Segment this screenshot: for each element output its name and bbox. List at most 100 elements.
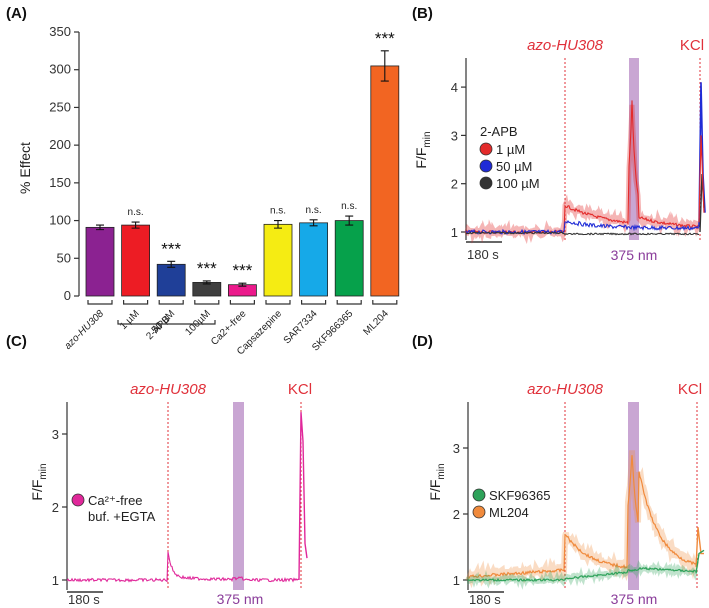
panel-a-category-label: 1 µM [118,308,142,332]
panel-a-y-tick-label: 250 [49,99,71,114]
panel-b-y-tick-label: 4 [451,80,458,95]
panel-b-legend-marker-1 [479,142,493,156]
panel-a-category-bracket [265,300,291,305]
panel-a-error-bar [238,282,247,287]
panel-b-stimulus-2-label: KCl [680,37,704,54]
panel-a-error-bar [96,224,104,231]
panel-a-error-bar [380,50,389,82]
panel-d-y-tick-label: 2 [453,507,460,522]
panel-a-error-bar [202,280,211,285]
panel-c-y-axis-label: F/Fmin [29,463,49,500]
panel-c-stimulus-1-label: azo-HU308 [130,381,207,398]
panel-a-significance-label: *** [375,29,395,48]
panel-d-light-label: 375 nm [611,591,658,607]
panel-c-legend: Ca²⁺-free buf. +EGTA [71,493,156,524]
panel-b-label: (B) [412,5,433,22]
panel-d-stimulus-1-label: azo-HU308 [527,381,604,398]
panel-c-y-tick-label: 2 [52,500,59,515]
panel-a-bar [299,222,329,297]
panel-a-category-bracket [158,300,184,305]
panel-a-significance-label: *** [232,261,252,280]
panel-b-y-axis-label: F/Fmin [413,131,433,168]
panel-a-category-labels: azo-HU308 1 µM 50 µM 100µMCa2+-freeCapsazep… [63,308,392,357]
panel-a-category-label: azo-HU308 [63,308,107,352]
panel-d-y-tick-label: 1 [453,573,460,588]
panel-a-y-tick-label: 300 [49,62,71,77]
panel-b-y-tick-label: 1 [451,225,458,240]
panel-a-significance-labels: n.s. *** *** *** n.s. n.s. n.s. *** [128,29,396,280]
panel-d-ylabel-main: F/F [427,480,443,501]
panel-a-significance-label: n.s. [306,205,322,216]
panel-a-bar [263,223,293,297]
panel-c-legend-label-1b: buf. +EGTA [88,509,156,524]
panel-a-significance-label: n.s. [341,201,357,212]
panel-c-legend-label-1a: Ca²⁺-free [88,493,143,508]
panel-a-category-bracket [372,300,398,305]
panel-a-significance-label: *** [197,259,217,278]
panel-d-y-axis-label: F/Fmin [427,463,447,500]
panel-c-y-ticks: 1 2 3 [52,427,67,588]
panel-c: (C) F/Fmin 1 2 3 azo-HU308 KCl 375 nm 180 … [6,333,312,607]
panel-b-legend: 2-APB 1 µM 50 µM 100 µM [479,124,540,191]
panel-b-legend-label-3: 100 µM [496,176,540,191]
panel-c-stimulus-2-label: KCl [288,381,312,398]
panel-a-category-bracket [194,300,220,305]
panel-d-trace-skf-band [466,560,698,590]
panel-a-y-tick-label: 0 [64,288,71,303]
panel-d-legend-label-1: SKF96365 [489,488,550,503]
panel-c-light-band [233,402,244,590]
panel-b-ylabel-sub: min [422,131,433,147]
panel-d-legend-marker-2 [472,505,486,519]
panel-b-legend-title: 2-APB [480,124,518,139]
panel-b-stimulus-1-label: azo-HU308 [527,37,604,54]
panel-b-legend-label-2: 50 µM [496,159,532,174]
panel-c-light-label: 375 nm [217,591,264,607]
panel-a-category-label: 100µM [183,308,213,338]
panel-a-bar [121,224,150,297]
panel-d-label: (D) [412,333,433,350]
panel-d-y-tick-label: 3 [453,441,460,456]
panel-a-bar [85,226,115,297]
panel-d-trace-ml204 [468,455,697,579]
panel-b-y-ticks: 1 2 3 4 [451,80,466,240]
panel-a-bar [370,65,400,297]
panel-a-error-bar [131,221,140,229]
panel-a-bars [85,65,400,297]
panel-a-error-bar [345,215,354,226]
panel-b-y-tick-label: 2 [451,177,458,192]
panel-b-ylabel-main: F/F [413,148,429,169]
panel-b-legend-marker-3 [479,176,493,190]
panel-d-light-band [628,402,639,590]
panel-a-error-bars [96,50,389,287]
panel-a-significance-label: *** [161,239,181,258]
panel-d-legend: SKF96365 ML204 [472,488,550,520]
panel-d-legend-marker-1 [472,488,486,502]
panel-a-y-axis-label: % Effect [17,142,33,194]
panel-a-category-bracket [336,300,362,305]
panel-b-traces [464,82,706,245]
panel-c-kcl-spike [298,412,308,581]
panel-a-significance-label: n.s. [128,207,144,218]
panel-a-y-tick-label: 200 [49,137,71,152]
panel-d-y-ticks: 1 2 3 [453,441,468,588]
panel-a-category-bracket [123,300,149,305]
panel-d-traces [465,450,705,590]
panel-b-trace-50um [465,219,700,235]
panel-a: (A) % Effect 0 50 100 150 200 250 300 350 n.s. *… [6,5,400,357]
panel-a-y-tick-label: 350 [49,24,71,39]
panel-a-y-tick-label: 50 [57,250,71,265]
panel-a-category-bracket [87,300,113,305]
panel-a-group-bracket [117,320,216,325]
panel-a-significance-label: n.s. [270,206,286,217]
panel-d-stimulus-2-label: KCl [678,381,702,398]
panel-c-ylabel-sub: min [38,463,49,479]
panel-a-category-label: ML204 [362,308,392,338]
panel-b-kcl-spike-red [698,135,705,223]
panel-c-legend-marker-1 [71,493,85,507]
panel-d-legend-label-2: ML204 [489,505,529,520]
panel-b-legend-marker-2 [479,159,493,173]
panel-a-y-ticks: 0 50 100 150 200 250 300 350 [49,24,79,303]
panel-c-y-tick-label: 1 [52,573,59,588]
panel-a-bar [156,263,186,297]
panel-a-category-bracket [229,300,255,305]
